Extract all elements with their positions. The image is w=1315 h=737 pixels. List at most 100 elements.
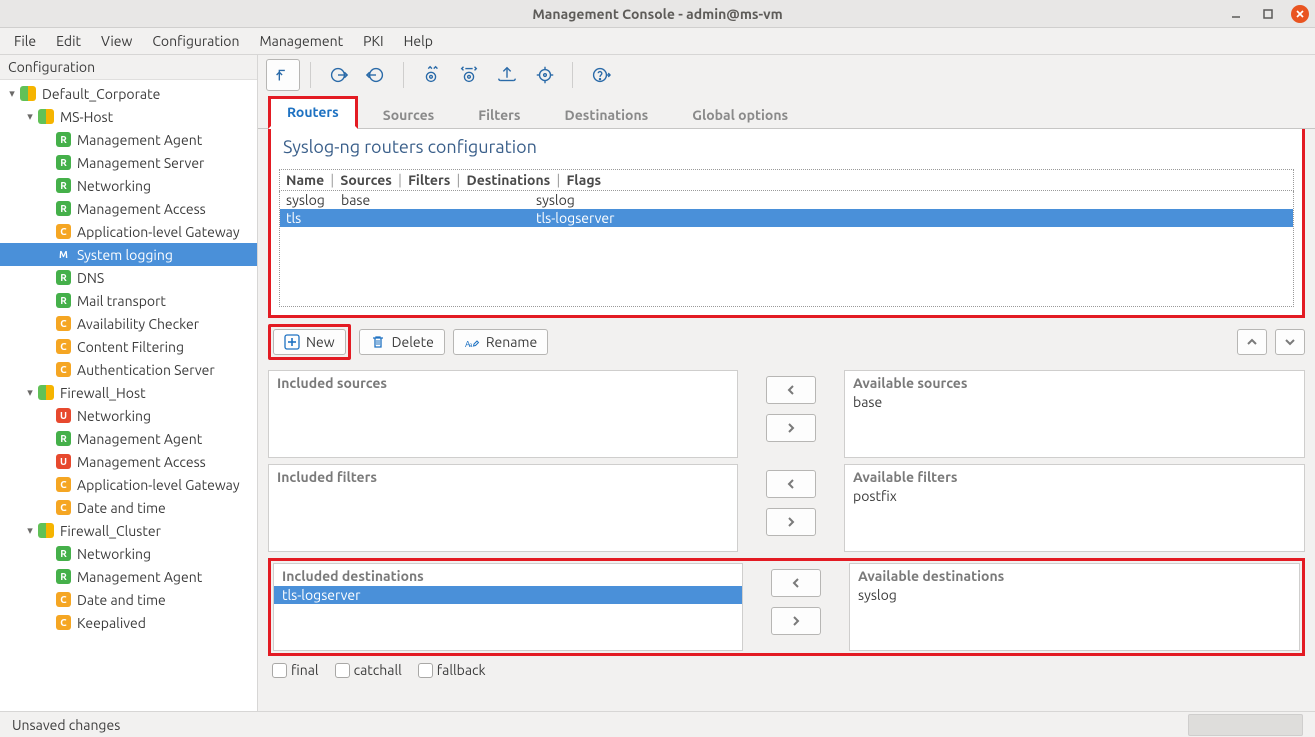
menu-item[interactable]: File <box>4 28 46 54</box>
tree-badge-icon: U <box>56 408 71 423</box>
tree-row[interactable]: CAvailability Checker <box>0 312 257 335</box>
tabstrip: RoutersSourcesFiltersDestinationsGlobal … <box>258 95 1315 129</box>
status-progress <box>1188 714 1303 736</box>
menu-item[interactable]: Help <box>394 28 443 54</box>
available-list[interactable]: Available destinationssyslog <box>849 563 1300 651</box>
window-maximize-button[interactable] <box>1259 5 1277 23</box>
menu-item[interactable]: Edit <box>46 28 91 54</box>
panel-title: Syslog-ng routers configuration <box>268 129 1305 163</box>
rename-button[interactable]: Aa Rename <box>453 329 548 355</box>
config-tree[interactable]: ▾Default_Corporate▾MS-Host R Management Ag… <box>0 80 257 711</box>
menu-item[interactable]: PKI <box>353 28 393 54</box>
content-pane: RoutersSourcesFiltersDestinationsGlobal … <box>258 55 1315 711</box>
toolbar-up-icon[interactable] <box>266 59 300 91</box>
exclude-button[interactable] <box>766 414 816 442</box>
tree-row[interactable]: RMail transport <box>0 289 257 312</box>
tree-row[interactable]: CAuthentication Server <box>0 358 257 381</box>
tree-row[interactable]: MSystem logging <box>0 243 257 266</box>
toolbar-upload-icon[interactable] <box>490 59 524 91</box>
tree-row[interactable]: ▾MS-Host <box>0 105 257 128</box>
tree-row[interactable]: ▾Default_Corporate <box>0 82 257 105</box>
statusbar: Unsaved changes <box>0 711 1315 737</box>
delete-button[interactable]: Delete <box>359 329 445 355</box>
include-button[interactable] <box>766 376 816 404</box>
include-button[interactable] <box>766 470 816 498</box>
flag-checkbox[interactable]: final <box>272 662 319 678</box>
list-item[interactable]: tls-logserver <box>274 586 742 604</box>
new-button-label: New <box>306 334 335 350</box>
toolbar-commit-out-icon[interactable] <box>321 59 355 91</box>
tree-label: Management Access <box>77 454 253 470</box>
menu-item[interactable]: Configuration <box>142 28 249 54</box>
window-close-button[interactable] <box>1291 5 1309 23</box>
tab[interactable]: Sources <box>364 99 454 129</box>
tab[interactable]: Global options <box>673 99 807 129</box>
tree-row[interactable]: RManagement Server <box>0 151 257 174</box>
toolbar-commit-in-icon[interactable] <box>359 59 393 91</box>
exclude-button[interactable] <box>771 607 821 635</box>
list-item[interactable]: base <box>845 393 1304 411</box>
tree-row[interactable]: CDate and time <box>0 496 257 519</box>
tree-row[interactable]: UManagement Access <box>0 450 257 473</box>
included-list[interactable]: Included destinationstls-logserver <box>273 563 743 651</box>
toolbar-deploy-settings-icon[interactable] <box>452 59 486 91</box>
tree-badge-icon: R <box>56 431 71 446</box>
exclude-button[interactable] <box>766 508 816 536</box>
tree-badge-icon: R <box>56 155 71 170</box>
include-button[interactable] <box>771 569 821 597</box>
flag-checkbox[interactable]: catchall <box>335 662 402 678</box>
new-button[interactable]: New <box>273 329 346 355</box>
tree-row[interactable]: RManagement Access <box>0 197 257 220</box>
tree-row[interactable]: RManagement Agent <box>0 128 257 151</box>
tree-badge-icon: C <box>56 500 71 515</box>
toolbar-help-icon[interactable] <box>583 59 617 91</box>
tree-row[interactable]: RManagement Agent <box>0 565 257 588</box>
table-row[interactable]: tlstls-logserver <box>280 209 1293 227</box>
tab[interactable]: Filters <box>459 99 539 129</box>
tree-row[interactable]: ▾Firewall_Host <box>0 381 257 404</box>
tree-badge-icon: C <box>56 339 71 354</box>
tree-badge-icon: R <box>56 201 71 216</box>
tree-label: Networking <box>77 178 253 194</box>
tree-row[interactable]: CApplication-level Gateway <box>0 473 257 496</box>
available-list[interactable]: Available sourcesbase <box>844 370 1305 458</box>
tree-row[interactable]: ▾Firewall_Cluster <box>0 519 257 542</box>
tree-row[interactable]: RNetworking <box>0 174 257 197</box>
tree-label: Default_Corporate <box>42 86 253 102</box>
menu-item[interactable]: Management <box>249 28 353 54</box>
tree-row[interactable]: RNetworking <box>0 542 257 565</box>
tree-row[interactable]: CDate and time <box>0 588 257 611</box>
new-button-highlight: New <box>268 324 351 360</box>
list-item[interactable]: postfix <box>845 487 1304 505</box>
rename-button-label: Rename <box>486 334 537 350</box>
available-list[interactable]: Available filterspostfix <box>844 464 1305 552</box>
tree-row[interactable]: UNetworking <box>0 404 257 427</box>
tree-row[interactable]: CContent Filtering <box>0 335 257 358</box>
svg-text:a: a <box>469 343 473 349</box>
tree-row[interactable]: CKeepalived <box>0 611 257 634</box>
menubar: FileEditViewConfigurationManagementPKIHe… <box>0 28 1315 55</box>
window-minimize-button[interactable] <box>1227 5 1245 23</box>
list-item[interactable]: syslog <box>850 586 1299 604</box>
move-down-button[interactable] <box>1275 329 1305 355</box>
move-up-button[interactable] <box>1237 329 1267 355</box>
toolbar-view-settings-icon[interactable] <box>414 59 448 91</box>
table-row[interactable]: syslogbasesyslog <box>280 191 1293 209</box>
menu-item[interactable]: View <box>91 28 142 54</box>
tree-label: Management Agent <box>77 569 253 585</box>
tab[interactable]: Destinations <box>546 99 668 129</box>
tree-row[interactable]: CApplication-level Gateway <box>0 220 257 243</box>
trash-icon <box>370 334 386 350</box>
routers-body[interactable]: syslogbasesyslogtlstls-logserver <box>279 191 1294 307</box>
window-title: Management Console - admin@ms-vm <box>0 6 1315 22</box>
tab[interactable]: Routers <box>268 96 358 129</box>
tree-label: Application-level Gateway <box>77 224 253 240</box>
tree-row[interactable]: R Management Agent <box>0 427 257 450</box>
tree-label: Management Agent <box>77 431 253 447</box>
flag-checkbox[interactable]: fallback <box>418 662 486 678</box>
included-list[interactable]: Included filters <box>268 464 738 552</box>
tree-row[interactable]: RDNS <box>0 266 257 289</box>
toolbar-gear-icon[interactable] <box>528 59 562 91</box>
routers-header[interactable]: Name | Sources | Filters | Destinations … <box>279 169 1294 191</box>
included-list[interactable]: Included sources <box>268 370 738 458</box>
